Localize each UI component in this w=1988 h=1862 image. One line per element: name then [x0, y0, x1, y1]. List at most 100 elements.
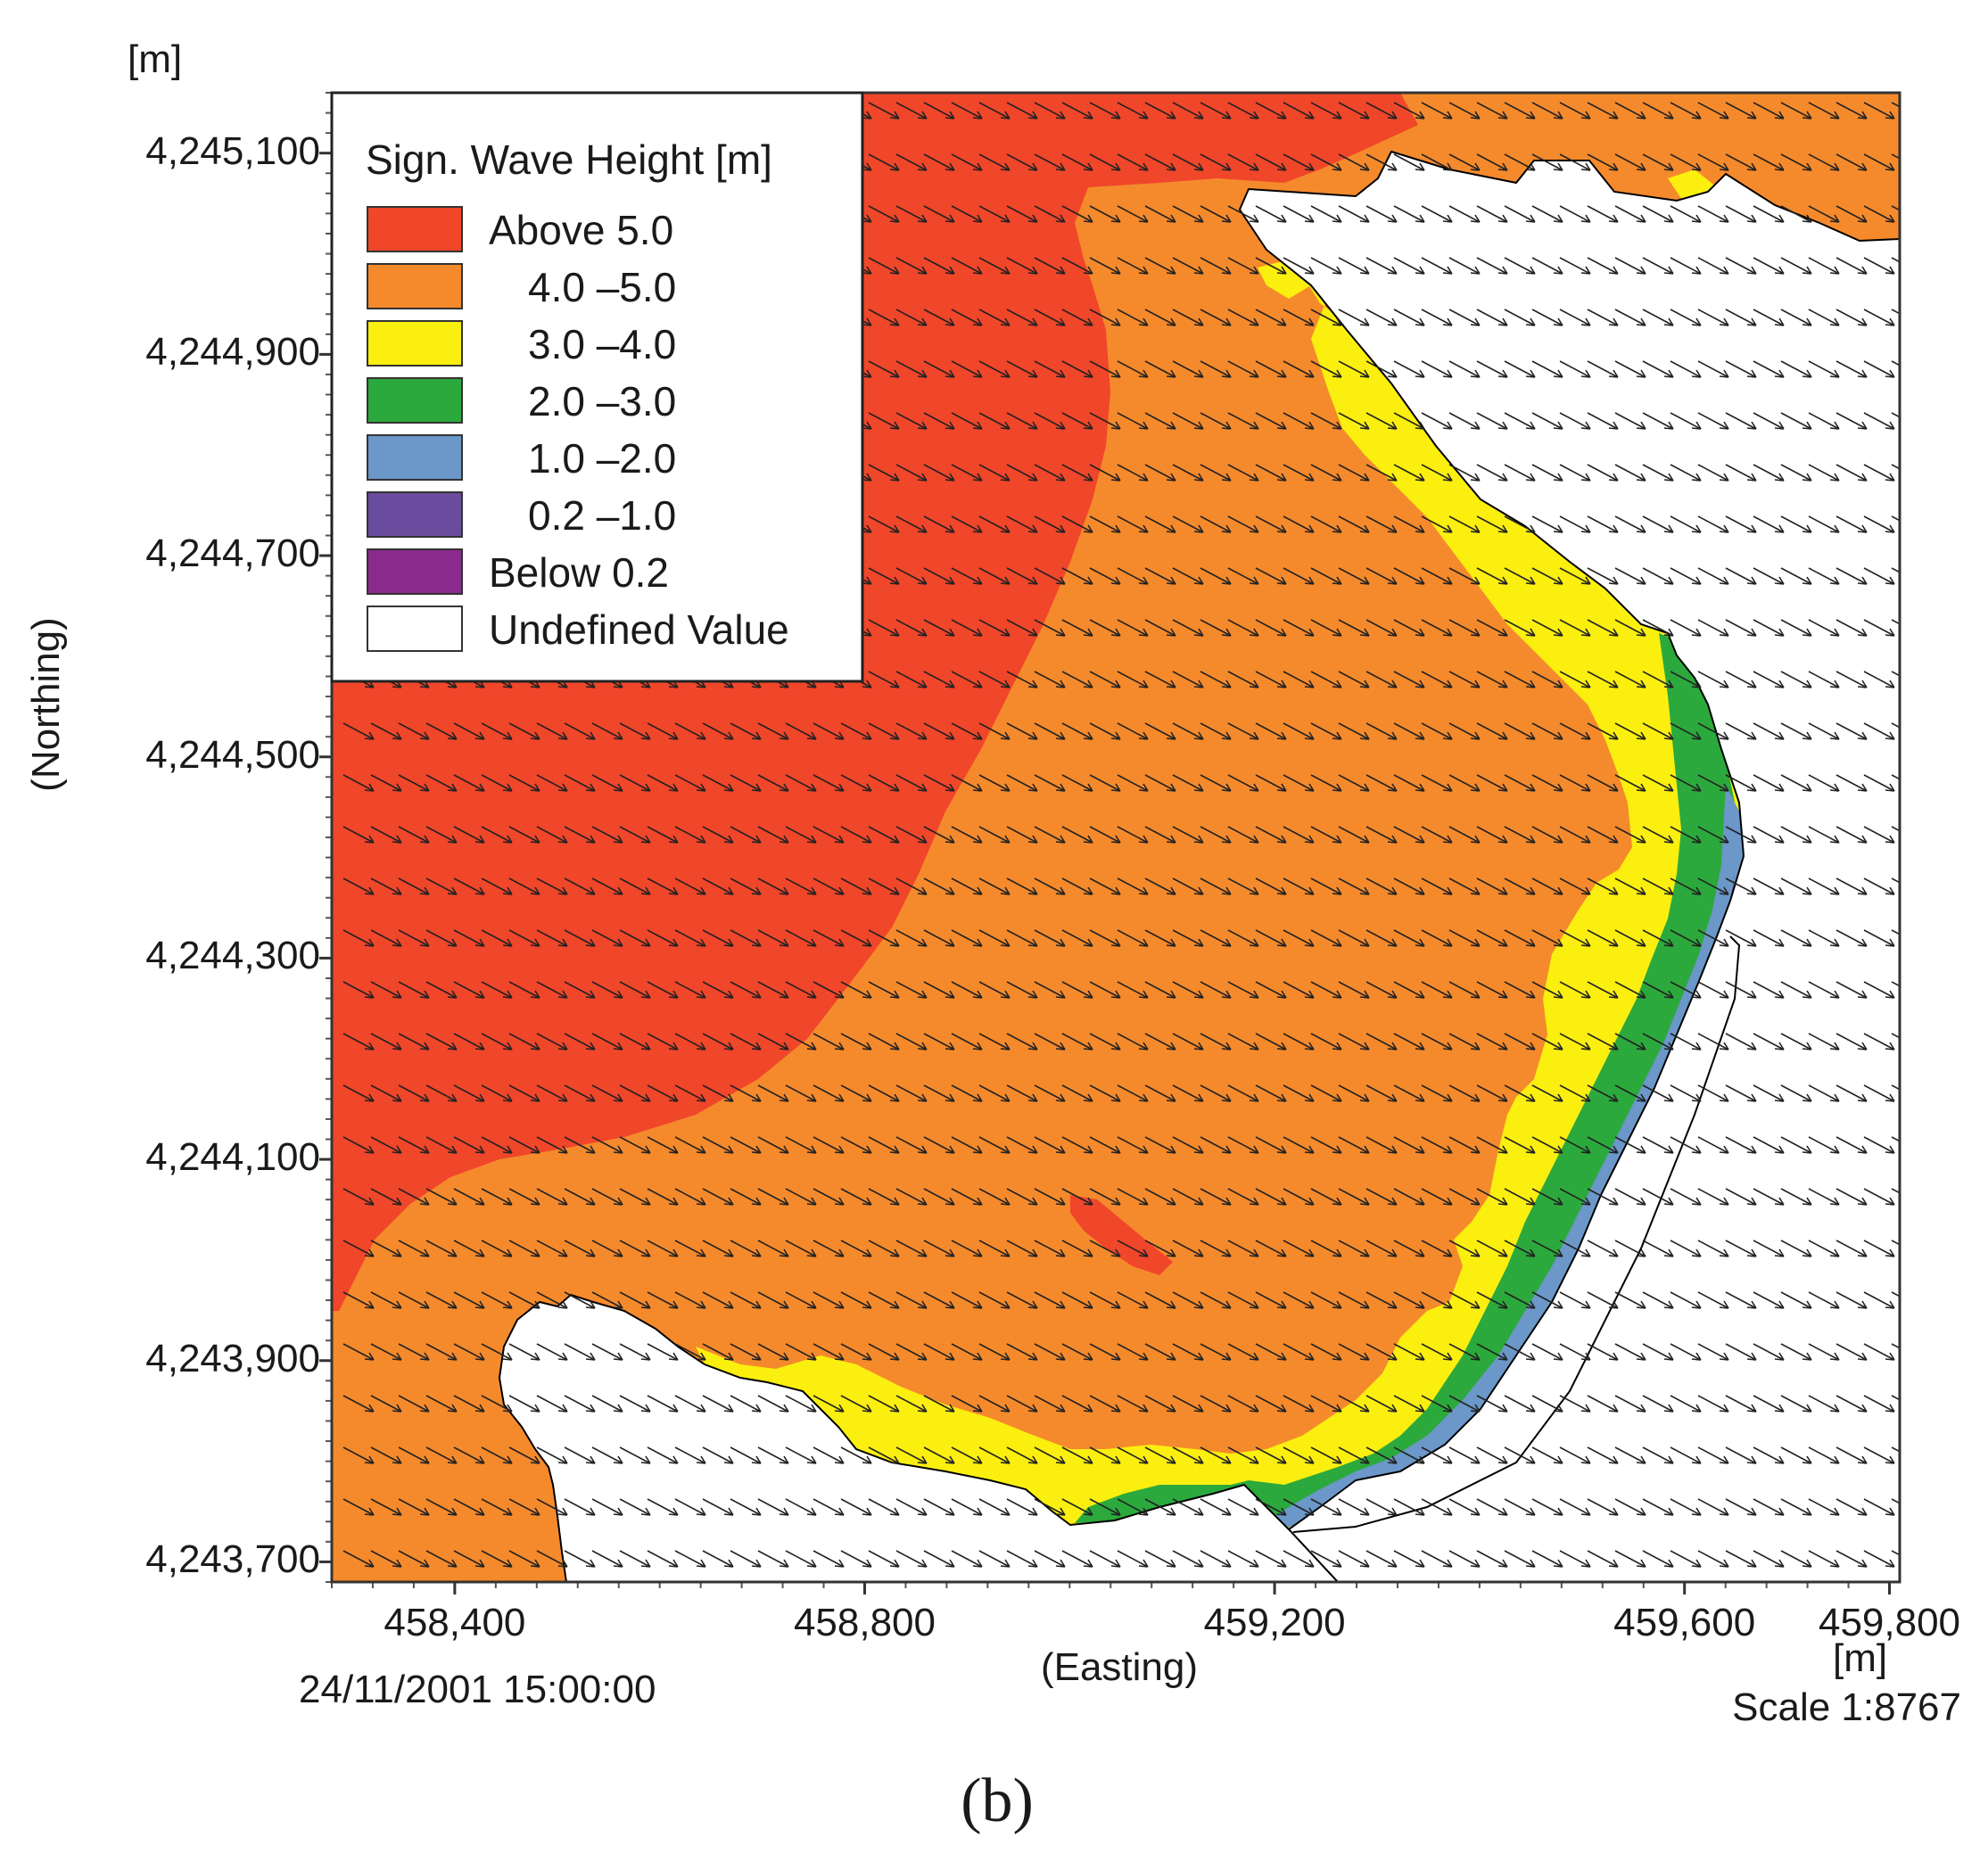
- wave-arrow: [1310, 412, 1342, 430]
- wave-arrow: [1476, 1033, 1508, 1050]
- wave-arrow: [1172, 515, 1204, 533]
- wave-arrow: [1144, 981, 1176, 999]
- wave-arrow: [1338, 309, 1370, 326]
- wave-arrow: [1780, 205, 1812, 223]
- wave-arrow: [813, 981, 845, 999]
- wave-arrow: [1476, 1446, 1508, 1464]
- wave-arrow: [1642, 1084, 1674, 1102]
- wave-arrow: [1642, 1136, 1674, 1154]
- wave-arrow: [619, 1291, 651, 1309]
- wave-arrow: [1172, 826, 1204, 844]
- wave-arrow: [1034, 1240, 1066, 1257]
- wave-arrow: [1504, 1343, 1536, 1361]
- wave-arrow: [1061, 1188, 1093, 1206]
- wave-arrow: [1034, 360, 1066, 378]
- wave-arrow: [840, 981, 872, 999]
- wave-arrow: [1200, 1136, 1232, 1154]
- wave-arrow: [1559, 722, 1591, 740]
- wave-arrow: [813, 877, 845, 895]
- wave-arrow: [1531, 360, 1563, 378]
- wave-arrow: [1255, 1136, 1287, 1154]
- wave-arrow: [1559, 619, 1591, 637]
- wave-arrow: [1117, 102, 1149, 119]
- wave-arrow: [1697, 464, 1729, 482]
- wave-arrow: [481, 877, 513, 895]
- wave-arrow: [1006, 1395, 1038, 1413]
- legend: Sign. Wave Height [m] Above 5.0 4.0 –5.0 3…: [330, 91, 864, 683]
- wave-arrow: [1587, 619, 1619, 637]
- wave-arrow: [840, 774, 872, 792]
- wave-arrow: [619, 1343, 651, 1361]
- wave-arrow: [951, 205, 983, 223]
- wave-arrow: [1061, 1084, 1093, 1102]
- wave-arrow: [1476, 309, 1508, 326]
- wave-arrow: [370, 1084, 402, 1102]
- wave-arrow: [1061, 826, 1093, 844]
- wave-arrow: [702, 1240, 734, 1257]
- wave-arrow: [481, 1395, 513, 1413]
- wave-arrow: [591, 877, 623, 895]
- wave-arrow: [564, 722, 596, 740]
- wave-arrow: [1089, 1446, 1121, 1464]
- wave-arrow: [425, 1084, 458, 1102]
- wave-arrow: [951, 1446, 983, 1464]
- wave-arrow: [1670, 153, 1702, 171]
- wave-arrow: [1365, 1498, 1398, 1516]
- wave-arrow: [398, 1550, 430, 1568]
- wave-arrow: [398, 877, 430, 895]
- wave-arrow: [1808, 1240, 1840, 1257]
- wave-arrow: [1863, 619, 1895, 637]
- wave-arrow: [923, 412, 955, 430]
- wave-arrow: [425, 722, 458, 740]
- wave-arrow: [674, 1550, 706, 1568]
- wave-arrow: [1144, 567, 1176, 585]
- wave-arrow: [1863, 826, 1895, 844]
- wave-arrow: [1725, 412, 1757, 430]
- wave-arrow: [702, 1136, 734, 1154]
- wave-arrow: [1697, 1498, 1729, 1516]
- wave-arrow: [1448, 1343, 1481, 1361]
- wave-arrow: [1365, 153, 1398, 171]
- wave-arrow: [1200, 1033, 1232, 1050]
- wave-arrow: [508, 1033, 540, 1050]
- wave-arrow: [1310, 1498, 1342, 1516]
- x-tick-label: 458,400: [384, 1601, 526, 1644]
- wave-arrow: [923, 153, 955, 171]
- wave-arrow: [895, 412, 928, 430]
- wave-arrow: [730, 1240, 762, 1257]
- wave-arrow: [1338, 826, 1370, 844]
- wave-arrow: [481, 1343, 513, 1361]
- wave-arrow: [1227, 1136, 1259, 1154]
- wave-arrow: [647, 1033, 679, 1050]
- wave-arrow: [1614, 826, 1646, 844]
- wave-arrow: [619, 1033, 651, 1050]
- wave-arrow: [1117, 205, 1149, 223]
- wave-arrow: [1338, 515, 1370, 533]
- wave-arrow: [1448, 826, 1481, 844]
- wave-arrow: [342, 1188, 375, 1206]
- wave-arrow: [425, 1188, 458, 1206]
- wave-arrow: [481, 722, 513, 740]
- wave-arrow: [702, 1343, 734, 1361]
- wave-arrow: [1476, 1395, 1508, 1413]
- wave-arrow: [1338, 1291, 1370, 1309]
- wave-arrow: [1172, 619, 1204, 637]
- wave-arrow: [1034, 981, 1066, 999]
- wave-arrow: [674, 929, 706, 947]
- wave-arrow: [1089, 1188, 1121, 1206]
- wave-arrow: [1393, 1498, 1425, 1516]
- wave-arrow: [1670, 1188, 1702, 1206]
- wave-arrow: [1780, 722, 1812, 740]
- wave-arrow: [481, 1136, 513, 1154]
- wave-arrow: [1559, 1395, 1591, 1413]
- wave-arrow: [647, 774, 679, 792]
- wave-arrow: [1061, 1291, 1093, 1309]
- wave-arrow: [1863, 102, 1895, 119]
- wave-arrow: [591, 1291, 623, 1309]
- wave-arrow: [1200, 722, 1232, 740]
- wave-arrow: [1006, 257, 1038, 275]
- wave-arrow: [342, 1033, 375, 1050]
- wave-arrow: [1034, 929, 1066, 947]
- wave-arrow: [1283, 360, 1315, 378]
- wave-arrow: [1365, 1446, 1398, 1464]
